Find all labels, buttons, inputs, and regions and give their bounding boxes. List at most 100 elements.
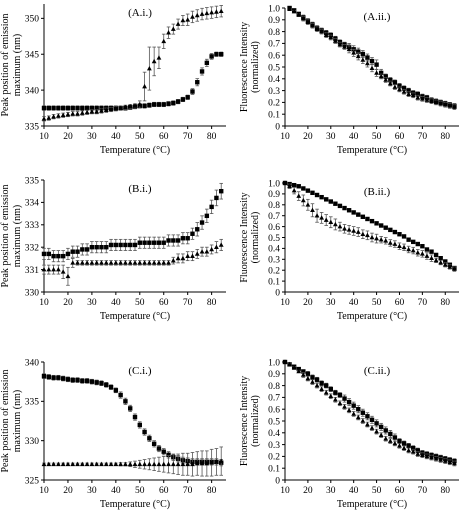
data-point-square xyxy=(46,374,51,380)
data-point-triangle xyxy=(204,460,210,466)
data-point-triangle xyxy=(218,242,224,247)
x-axis-label: Temperature (°C) xyxy=(337,145,407,156)
data-point-square xyxy=(166,452,171,458)
data-point-triangle xyxy=(387,80,393,86)
y-tick-label: 333 xyxy=(25,221,40,231)
data-point-triangle xyxy=(410,247,416,253)
data-point-triangle xyxy=(170,258,176,263)
data-point-square xyxy=(369,218,375,224)
y-tick-label: 330 xyxy=(25,437,40,447)
data-point-square xyxy=(360,410,366,415)
y-axis-label: Peak position of emission xyxy=(0,369,11,472)
data-point-square xyxy=(443,259,448,264)
data-point-triangle xyxy=(170,461,176,467)
data-point-square xyxy=(46,105,51,111)
data-point-triangle xyxy=(332,221,338,227)
data-point-square xyxy=(199,220,205,225)
data-point-triangle xyxy=(94,109,100,114)
data-point-square xyxy=(374,221,379,226)
y-tick-label: 0.7 xyxy=(268,394,280,404)
data-point-triangle xyxy=(185,17,191,22)
data-point-triangle xyxy=(415,250,421,255)
x-tick-label: 40 xyxy=(111,486,121,496)
x-tick-label: 10 xyxy=(280,486,290,496)
data-point-square xyxy=(166,238,171,243)
x-tick-label: 30 xyxy=(326,132,336,142)
series-triangle xyxy=(41,5,224,122)
data-point-square xyxy=(128,242,133,248)
panel-title: (A.ii.) xyxy=(364,11,391,23)
x-axis-label: Temperature (°C) xyxy=(100,499,170,510)
data-point-triangle xyxy=(161,461,167,467)
data-point-triangle xyxy=(447,103,453,108)
data-point-triangle xyxy=(146,260,152,265)
data-point-triangle xyxy=(452,104,457,109)
data-point-square xyxy=(397,232,402,237)
data-point-square xyxy=(324,383,329,388)
data-point-triangle xyxy=(166,260,171,265)
data-point-triangle xyxy=(296,193,302,198)
data-point-triangle xyxy=(296,12,302,17)
x-tick-label: 10 xyxy=(280,132,290,142)
data-point-triangle xyxy=(113,260,119,265)
data-point-triangle xyxy=(291,8,297,14)
data-point-square xyxy=(99,105,104,111)
data-point-triangle xyxy=(199,249,205,254)
data-point-triangle xyxy=(374,235,379,241)
data-point-triangle xyxy=(296,368,302,374)
data-point-square xyxy=(56,375,61,380)
y-tick-label: 1.0 xyxy=(268,179,280,189)
y-axis-label: (normalized) xyxy=(250,212,261,264)
data-point-triangle xyxy=(305,375,311,381)
x-tick-label: 40 xyxy=(111,132,121,142)
data-point-triangle xyxy=(151,260,157,265)
y-tick-label: 0.4 xyxy=(268,429,280,439)
data-point-triangle xyxy=(410,449,416,454)
data-point-triangle xyxy=(438,259,444,265)
x-tick-label: 40 xyxy=(111,298,121,308)
x-tick-label: 30 xyxy=(326,486,336,496)
data-point-square xyxy=(75,377,80,383)
data-point-triangle xyxy=(75,461,80,467)
data-point-triangle xyxy=(447,459,453,465)
data-point-triangle xyxy=(137,461,143,467)
data-point-triangle xyxy=(337,400,343,406)
data-point-triangle xyxy=(89,109,95,114)
data-point-triangle xyxy=(442,458,448,463)
data-point-square xyxy=(319,381,324,386)
data-point-square xyxy=(214,195,219,201)
data-point-square xyxy=(429,249,434,254)
data-point-triangle xyxy=(319,386,325,391)
data-point-triangle xyxy=(383,436,389,441)
y-tick-label: 335 xyxy=(25,122,40,132)
data-point-triangle xyxy=(151,58,157,64)
data-point-triangle xyxy=(355,229,361,234)
data-point-square xyxy=(60,253,66,259)
data-point-triangle xyxy=(342,226,347,231)
data-point-triangle xyxy=(406,91,412,96)
x-tick-label: 10 xyxy=(39,132,49,142)
data-point-triangle xyxy=(199,11,205,16)
data-point-triangle xyxy=(429,454,434,460)
y-tick-label: 340 xyxy=(25,358,40,368)
data-point-triangle xyxy=(355,414,361,420)
data-point-triangle xyxy=(204,10,210,16)
data-point-triangle xyxy=(429,255,434,261)
y-tick-label: 335 xyxy=(25,176,40,186)
data-point-square xyxy=(388,227,393,233)
panel-cii: 10 20 30 40 50 60 70 80 00.1 0.2 0.3 0.4 0.50.6 0.7 0.… xyxy=(239,358,459,510)
x-tick-label: 10 xyxy=(39,486,49,496)
data-point-square xyxy=(378,424,384,430)
data-point-triangle xyxy=(170,26,176,31)
data-point-triangle xyxy=(360,57,366,62)
data-point-triangle xyxy=(419,452,425,458)
data-point-square xyxy=(80,105,85,111)
data-point-triangle xyxy=(55,461,61,467)
x-tick-label: 70 xyxy=(183,132,193,142)
data-point-triangle xyxy=(156,461,162,467)
data-point-triangle xyxy=(392,84,398,89)
data-point-triangle xyxy=(378,237,384,242)
data-point-square xyxy=(314,377,320,382)
data-point-triangle xyxy=(360,231,366,237)
data-point-square xyxy=(328,386,333,392)
